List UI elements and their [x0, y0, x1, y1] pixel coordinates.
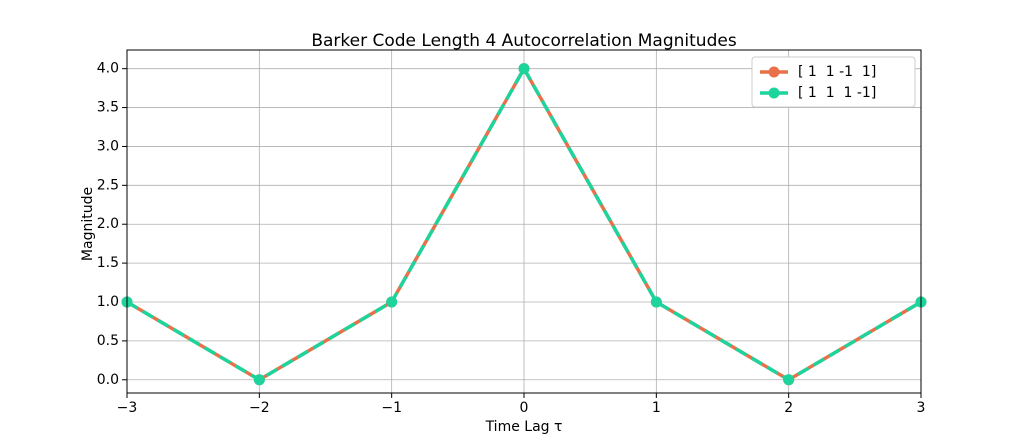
point	[386, 296, 398, 308]
y-tick-label: 0.0	[97, 372, 119, 388]
y-tick-label: 4.0	[97, 61, 119, 77]
legend-marker	[768, 66, 780, 78]
x-axis-label: Time Lag τ	[485, 419, 563, 435]
legend-label: [ 1 1 1 -1]	[798, 85, 876, 101]
x-tick-label: −1	[381, 400, 402, 416]
x-tick-label: −3	[117, 400, 138, 416]
chart-title: Barker Code Length 4 Autocorrelation Mag…	[311, 31, 737, 51]
y-tick-label: 1.0	[97, 294, 119, 310]
y-axis-label: Magnitude	[80, 187, 96, 261]
legend-label: [ 1 1 -1 1]	[798, 64, 876, 80]
y-tick-label: 1.5	[97, 255, 119, 271]
x-tick-label: 2	[784, 400, 793, 416]
point	[518, 63, 530, 75]
y-tick-label: 2.5	[97, 177, 119, 193]
y-tick-label: 3.0	[97, 138, 119, 154]
point	[783, 374, 795, 386]
y-tick-label: 2.0	[97, 216, 119, 232]
legend-marker	[768, 87, 780, 99]
y-tick-label: 3.5	[97, 100, 119, 116]
y-tick-label: 0.5	[97, 333, 119, 349]
plot-frame	[126, 49, 922, 394]
x-tick-label: 3	[917, 400, 926, 416]
x-tick-label: 1	[652, 400, 661, 416]
point	[253, 374, 265, 386]
x-tick-label: 0	[520, 400, 529, 416]
x-tick-label: −2	[249, 400, 270, 416]
point	[650, 296, 662, 308]
legend-box	[751, 56, 916, 108]
